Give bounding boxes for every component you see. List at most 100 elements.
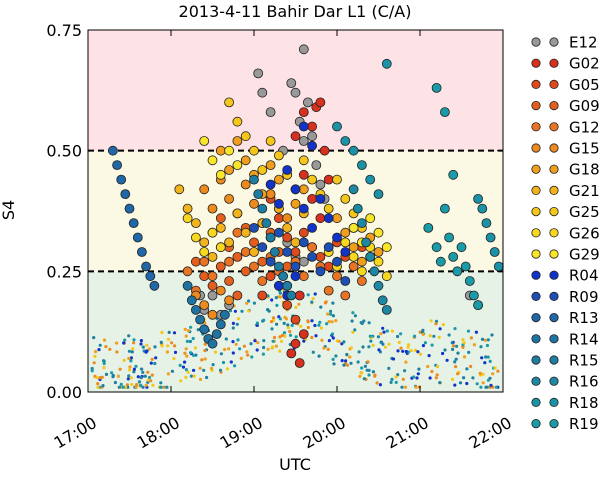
background-dot	[184, 334, 188, 338]
background-dot	[245, 301, 249, 305]
background-dot	[271, 345, 275, 349]
background-dot	[401, 377, 405, 381]
background-dot	[451, 347, 455, 351]
background-dot	[481, 381, 485, 385]
point-E12	[315, 179, 326, 190]
point-G21	[174, 184, 185, 195]
background-dot	[317, 323, 321, 327]
x-tick-label: 18:00	[134, 413, 183, 453]
background-dot	[132, 370, 136, 374]
point-G21	[199, 237, 210, 248]
point-R18	[493, 261, 504, 272]
background-dot	[225, 367, 229, 371]
background-dot	[369, 339, 373, 343]
legend-marker-G18	[531, 164, 541, 174]
background-dot	[427, 354, 431, 358]
background-dot	[141, 370, 145, 374]
point-G02	[294, 358, 305, 368]
background-dot	[185, 339, 189, 343]
legend-marker-R16	[549, 376, 559, 386]
point-R14	[219, 309, 230, 320]
background-dot	[184, 368, 188, 372]
y-tick-label: 0.25	[46, 262, 82, 281]
point-G09	[240, 266, 251, 277]
point-G18	[232, 136, 243, 146]
background-dot	[166, 337, 171, 341]
background-dot	[297, 302, 301, 306]
background-dot	[123, 338, 127, 342]
background-dot	[396, 373, 400, 377]
point-R14	[195, 314, 206, 325]
legend-label-G25: G25	[569, 203, 600, 221]
background-dot	[141, 345, 145, 349]
background-dot	[102, 366, 106, 370]
background-dot	[129, 376, 133, 380]
point-G21	[190, 218, 201, 229]
background-dot	[454, 357, 458, 361]
background-dot	[262, 345, 266, 350]
background-dot	[327, 339, 331, 343]
background-dot	[480, 356, 484, 360]
background-dot	[95, 376, 99, 380]
background-dot	[362, 319, 366, 323]
point-R04	[315, 193, 326, 204]
background-dot	[132, 338, 136, 342]
background-dot	[396, 349, 400, 353]
background-dot	[436, 364, 440, 369]
threshold-lines	[88, 149, 503, 273]
background-dot	[313, 292, 317, 296]
background-dot	[434, 322, 438, 326]
background-dot	[353, 328, 357, 332]
background-dot	[479, 385, 483, 389]
background-dot	[279, 339, 284, 343]
point-R14	[211, 329, 222, 340]
background-dot	[455, 344, 459, 348]
background-dot	[172, 331, 177, 335]
background-dot	[183, 327, 187, 331]
point-R04	[290, 184, 301, 195]
point-R15	[253, 189, 264, 200]
background-dot	[150, 373, 154, 377]
point-R14	[207, 338, 218, 349]
background-dot	[275, 303, 279, 307]
background-dot	[154, 356, 158, 360]
background-dot	[483, 361, 487, 365]
point-R19	[435, 256, 446, 267]
point-G05	[273, 213, 284, 224]
point-G26	[182, 213, 193, 224]
point-G02	[298, 169, 309, 180]
background-dot	[93, 354, 97, 358]
background-dot	[480, 337, 485, 341]
background-dot	[358, 374, 362, 378]
background-dot	[288, 330, 292, 334]
point-R16	[348, 184, 359, 195]
point-R16	[381, 304, 392, 315]
background-dot	[416, 372, 420, 376]
background-dot	[108, 347, 112, 351]
point-R15	[282, 280, 293, 291]
background-dot	[144, 383, 148, 387]
background-dot	[183, 351, 187, 355]
background-dot	[335, 339, 339, 343]
background-dot	[115, 350, 119, 354]
background-dot	[319, 305, 323, 309]
point-G15	[207, 203, 218, 214]
background-dot	[311, 297, 315, 301]
background-dot	[211, 363, 215, 367]
background-dot	[227, 347, 231, 351]
background-dot	[390, 329, 394, 333]
legend-marker-G09	[531, 101, 541, 111]
legend-label-G21: G21	[569, 182, 600, 200]
background-dot	[443, 348, 447, 352]
background-dot	[294, 335, 298, 339]
point-G12	[249, 261, 259, 272]
point-R19	[431, 242, 442, 253]
background-dot	[485, 343, 489, 348]
background-dot	[387, 342, 391, 346]
background-dot	[236, 317, 240, 321]
point-G26	[190, 232, 201, 243]
background-dot	[92, 336, 96, 340]
point-G26	[356, 266, 367, 277]
point-R15	[249, 174, 259, 185]
point-E12	[290, 87, 301, 98]
